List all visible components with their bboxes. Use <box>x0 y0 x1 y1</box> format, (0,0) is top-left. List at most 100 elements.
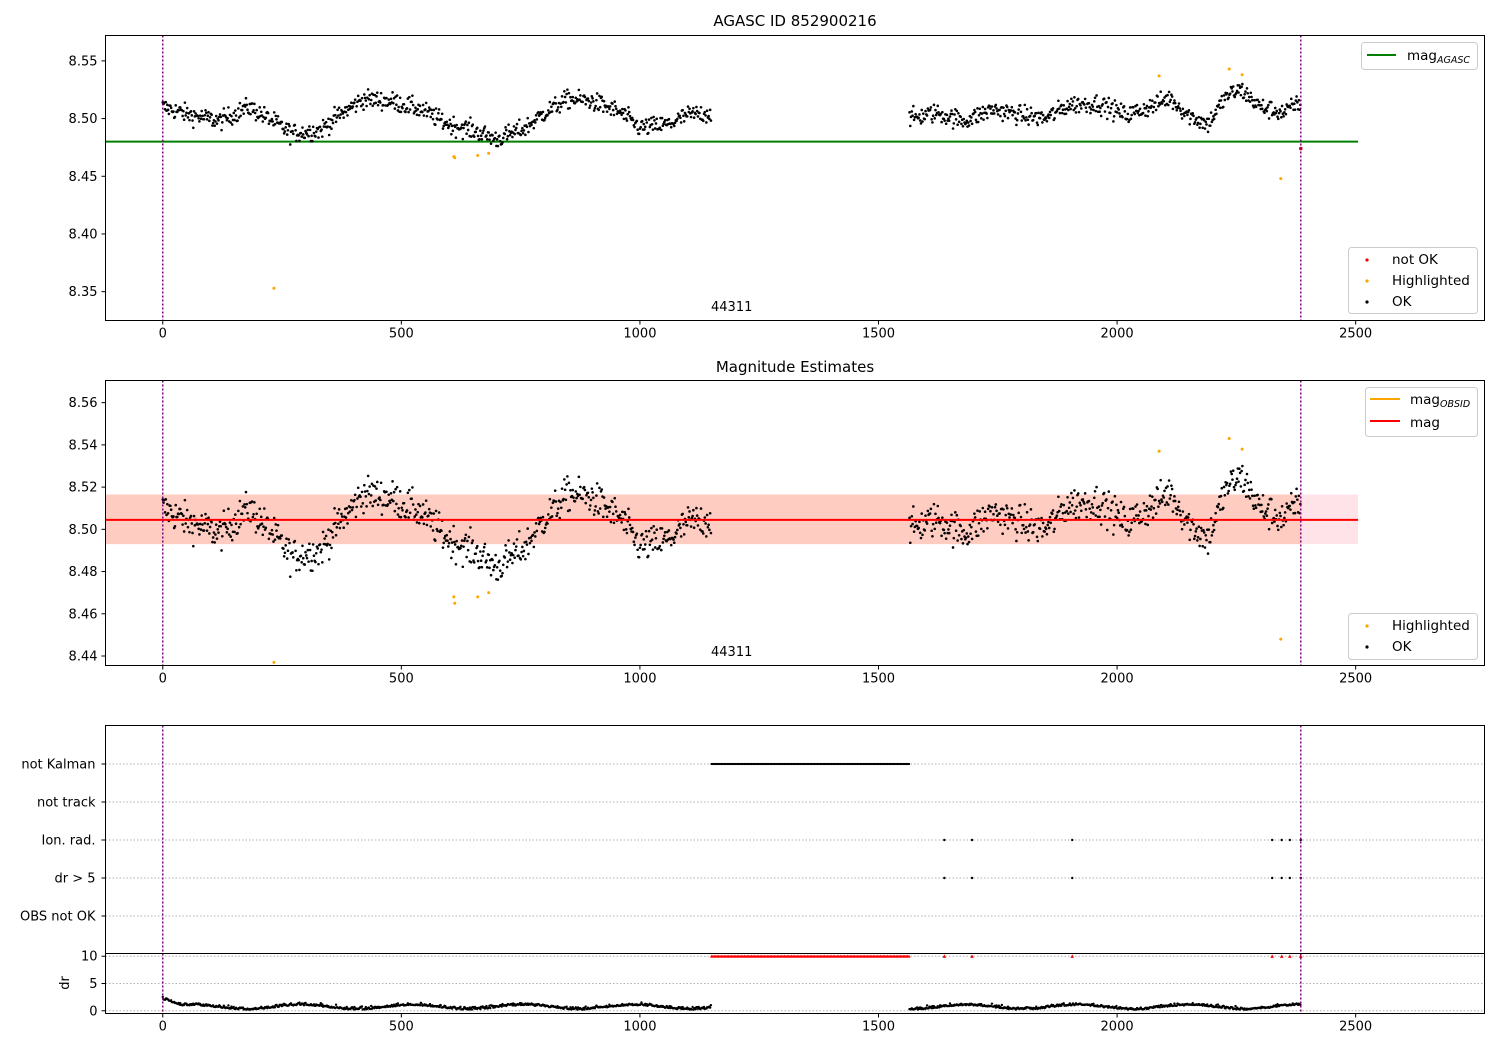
ok-point <box>488 566 491 570</box>
ok-point <box>703 516 707 519</box>
ok-point <box>1168 497 1172 500</box>
ok-point <box>636 128 639 132</box>
ok-point <box>415 113 419 117</box>
ok-point <box>1228 92 1232 95</box>
ok-point <box>1017 108 1020 111</box>
ok-point <box>429 525 433 528</box>
ok-point <box>1247 95 1251 99</box>
ok-point <box>990 105 994 108</box>
ok-point <box>1040 516 1043 520</box>
ok-point <box>1272 516 1275 520</box>
ok-point <box>1049 113 1053 117</box>
ok-point <box>534 522 538 525</box>
ok-point <box>682 120 686 123</box>
x-tick-label: 0 <box>159 672 167 687</box>
ok-point <box>452 524 455 528</box>
ok-point <box>301 126 304 129</box>
ok-point <box>521 131 525 135</box>
ok-point <box>334 113 337 117</box>
ok-point <box>628 523 632 527</box>
ok-point <box>328 125 332 129</box>
ok-point <box>493 136 497 140</box>
highlighted-point <box>476 154 480 157</box>
ok-point <box>274 114 278 118</box>
ok-point <box>698 111 701 115</box>
ok-point <box>215 537 219 540</box>
ok-point <box>661 541 665 544</box>
ok-point <box>951 546 955 549</box>
ok-point <box>1276 524 1279 528</box>
ok-point <box>1046 523 1050 527</box>
ok-point <box>261 120 265 123</box>
ok-point <box>1154 108 1158 112</box>
ok-point <box>330 127 333 131</box>
ok-point <box>387 98 391 101</box>
ok-point <box>1192 537 1196 541</box>
ok-point <box>273 122 277 126</box>
ok-point <box>950 513 953 517</box>
ok-point <box>370 482 374 486</box>
ok-point <box>1186 521 1189 524</box>
ok-point <box>1087 101 1091 105</box>
ok-point <box>1074 111 1078 114</box>
ok-point <box>625 531 629 535</box>
ok-point <box>945 521 949 524</box>
ok-point <box>1059 505 1062 508</box>
ok-point <box>424 101 428 105</box>
ok-point <box>990 506 994 509</box>
ok-point <box>341 112 345 115</box>
ok-point <box>676 117 679 121</box>
ok-point <box>914 112 917 116</box>
ok-point <box>437 511 441 514</box>
ok-point <box>1023 103 1027 107</box>
ok-point <box>1237 480 1240 483</box>
ok-point <box>166 512 170 515</box>
ok-point <box>198 522 202 526</box>
ok-point <box>418 104 422 108</box>
ok-point <box>1180 113 1183 116</box>
y-tick-label: 8.45 <box>69 170 98 185</box>
ok-point <box>1293 511 1297 515</box>
ok-point <box>189 514 193 518</box>
ok-point <box>1162 496 1166 499</box>
legend-label-mag: mag <box>1410 415 1440 431</box>
ok-point <box>662 537 665 541</box>
ok-point <box>978 107 982 111</box>
x-tick-label: 2000 <box>1101 1020 1134 1035</box>
ok-point <box>1067 105 1071 109</box>
ok-point <box>1128 106 1132 109</box>
ok-point <box>996 113 1000 116</box>
ok-point <box>574 490 578 493</box>
ok-point <box>932 502 936 506</box>
ok-point <box>1163 503 1167 507</box>
ok-point <box>395 94 399 97</box>
ok-point <box>512 125 516 128</box>
ok-point <box>361 502 365 505</box>
ok-point <box>1044 116 1048 120</box>
ok-point <box>494 131 497 134</box>
dr-point <box>990 1002 994 1005</box>
ok-point <box>514 548 517 552</box>
ok-point <box>1197 525 1201 529</box>
ok-point <box>487 553 491 557</box>
ok-point <box>354 110 358 114</box>
ok-point <box>421 503 425 506</box>
ok-point <box>1270 497 1273 501</box>
ok-point <box>1138 107 1142 111</box>
ok-point <box>999 114 1002 118</box>
ok-point <box>546 114 549 117</box>
ok-point <box>622 528 626 532</box>
dr-point <box>369 1004 373 1008</box>
ok-point <box>398 490 402 493</box>
ok-point <box>524 133 527 137</box>
ok-point <box>1188 538 1192 542</box>
ok-point <box>327 133 331 137</box>
ok-point <box>366 96 369 99</box>
ok-point <box>379 498 382 502</box>
ok-point <box>295 139 298 143</box>
ok-point <box>253 501 256 504</box>
ok-point <box>408 108 412 111</box>
ok-point <box>1220 94 1224 98</box>
ok-point <box>977 113 981 117</box>
ok-point <box>615 112 619 116</box>
